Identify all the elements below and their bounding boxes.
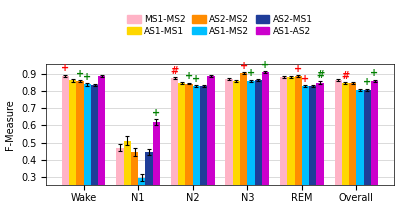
Text: +: + (192, 74, 200, 84)
Bar (247, 81, 254, 213)
Bar (153, 122, 160, 213)
Text: +: + (247, 68, 255, 78)
Text: +: + (83, 72, 91, 82)
Bar (146, 152, 153, 213)
Bar (371, 81, 378, 213)
Text: +: + (61, 63, 70, 73)
Bar (131, 152, 138, 213)
Bar (294, 76, 302, 213)
Bar (356, 90, 364, 213)
Bar (226, 79, 233, 213)
Text: +: + (363, 77, 371, 87)
Text: #: # (170, 66, 179, 76)
Bar (309, 86, 316, 213)
Bar (124, 141, 131, 213)
Text: +: + (370, 68, 379, 78)
Text: +: + (301, 73, 310, 83)
Bar (178, 83, 186, 213)
Bar (84, 84, 91, 213)
Bar (342, 83, 349, 213)
Bar (76, 81, 84, 213)
Bar (364, 89, 371, 213)
Bar (316, 83, 324, 213)
Bar (171, 78, 178, 213)
Bar (334, 80, 342, 213)
Y-axis label: F-Measure: F-Measure (5, 99, 15, 150)
Bar (62, 76, 69, 213)
Bar (302, 86, 309, 213)
Bar (254, 80, 262, 213)
Bar (349, 83, 356, 213)
Bar (200, 86, 207, 213)
Bar (186, 83, 193, 213)
Bar (207, 76, 214, 213)
Text: +: + (261, 60, 270, 69)
Bar (69, 80, 76, 213)
Bar (262, 72, 269, 213)
Bar (116, 148, 124, 213)
Text: #: # (316, 70, 324, 80)
Bar (240, 73, 247, 213)
Text: +: + (240, 61, 248, 71)
Bar (280, 77, 287, 213)
Bar (91, 85, 98, 213)
Text: +: + (152, 108, 160, 118)
Bar (287, 77, 294, 213)
Text: +: + (294, 64, 302, 74)
Bar (233, 81, 240, 213)
Bar (193, 86, 200, 213)
Text: #: # (341, 71, 350, 81)
Legend: MS1-MS2, AS1-MS1, AS2-MS2, AS1-MS2, AS2-MS1, AS1-AS2: MS1-MS2, AS1-MS1, AS2-MS2, AS1-MS2, AS2-… (127, 15, 313, 36)
Bar (138, 178, 146, 213)
Text: +: + (76, 69, 84, 79)
Bar (98, 76, 106, 213)
Text: +: + (185, 71, 193, 81)
